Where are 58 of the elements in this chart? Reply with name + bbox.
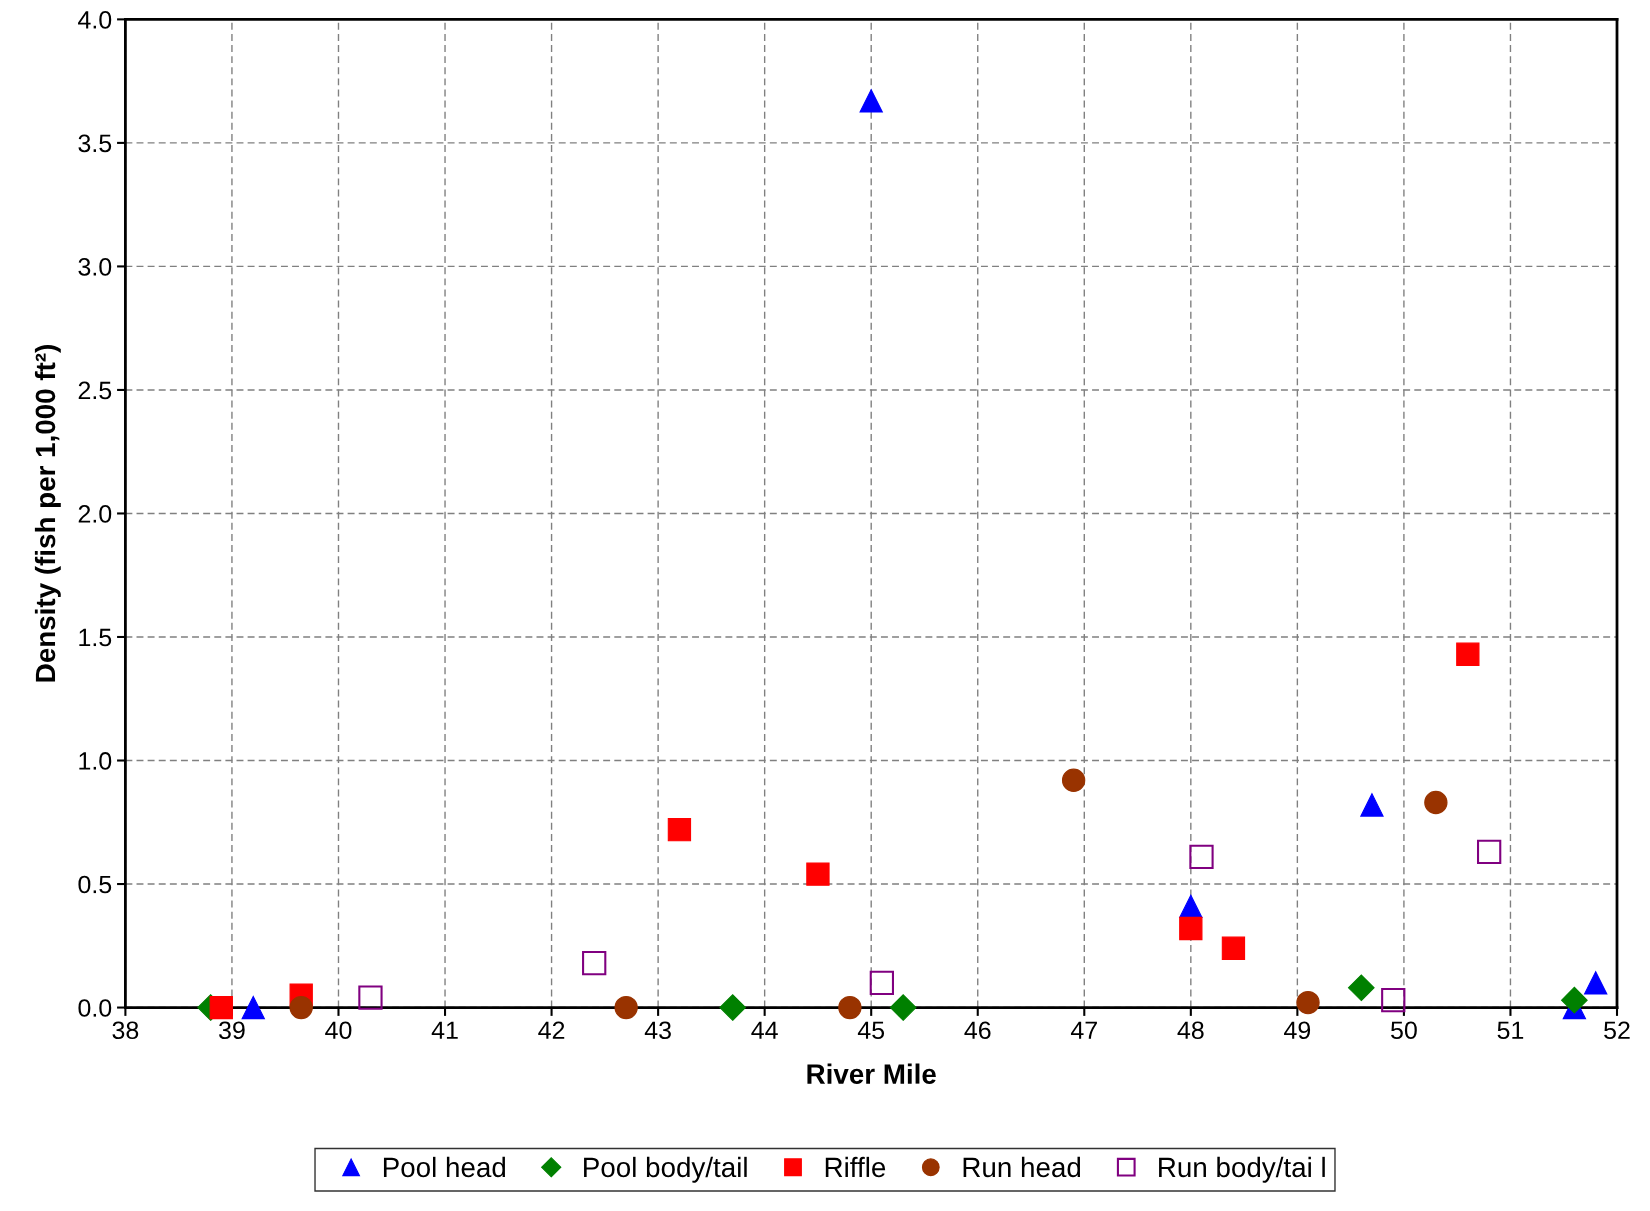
y-tick-label: 0.0	[78, 999, 112, 1017]
point	[1179, 894, 1203, 918]
y-tick-label: 1.0	[79, 752, 112, 770]
point	[838, 995, 862, 1020]
point	[1381, 987, 1406, 1013]
point	[889, 994, 917, 1021]
point	[209, 995, 233, 1020]
x-axis-title: River Mile	[807, 1063, 936, 1084]
legend-label: Riffle	[825, 1156, 886, 1178]
point	[1456, 642, 1480, 666]
point	[1221, 936, 1246, 960]
point	[1360, 793, 1384, 817]
x-tick-label: 46	[964, 1021, 991, 1040]
point	[1424, 790, 1448, 815]
y-tick-label: 2.5	[78, 381, 112, 400]
y-tick-label: 1.5	[79, 628, 112, 647]
y-tick-label: 0.5	[78, 875, 112, 894]
x-tick-label: 39	[218, 1021, 245, 1040]
y-axis-title: Density (fish per 1,000 ft²)	[34, 345, 61, 682]
legend-label: Pool body/tail	[584, 1156, 747, 1183]
point	[1061, 768, 1086, 792]
x-tick-label: 47	[1070, 1021, 1097, 1039]
point	[1179, 916, 1203, 941]
point	[1347, 974, 1375, 1002]
x-tick-label: 38	[112, 1021, 139, 1040]
x-tick-label: 42	[538, 1021, 565, 1039]
point	[614, 995, 638, 1020]
point	[1561, 986, 1588, 1014]
x-tick-label: 40	[325, 1021, 352, 1040]
point	[719, 994, 747, 1021]
legend-label: Run head	[963, 1156, 1081, 1178]
x-tick-label: 45	[857, 1021, 885, 1040]
point	[859, 89, 883, 113]
y-tick-label: 3.5	[78, 134, 112, 153]
x-tick-label: 51	[1497, 1021, 1524, 1040]
x-tick-label: 52	[1604, 1021, 1630, 1040]
x-tick-label: 49	[1284, 1021, 1311, 1040]
point	[806, 862, 830, 886]
point	[667, 818, 692, 842]
x-tick-label: 43	[644, 1021, 671, 1040]
x-tick-label: 44	[751, 1021, 778, 1039]
point	[289, 995, 313, 1020]
legend-label: Pool head	[383, 1156, 505, 1178]
point	[241, 995, 265, 1020]
point	[1296, 990, 1320, 1015]
y-tick-label: 4.0	[78, 10, 112, 29]
x-tick-label: 41	[431, 1021, 458, 1039]
point	[1189, 844, 1214, 870]
point	[358, 985, 383, 1010]
point	[1477, 839, 1502, 865]
y-tick-label: 3.0	[78, 258, 112, 276]
y-tick-label: 2.0	[78, 505, 112, 523]
legend-label: Run body/tai l	[1159, 1156, 1325, 1183]
x-tick-label: 48	[1177, 1021, 1204, 1040]
x-tick-label: 50	[1391, 1021, 1417, 1040]
point	[869, 970, 895, 995]
point	[1584, 971, 1608, 995]
point	[582, 950, 607, 976]
